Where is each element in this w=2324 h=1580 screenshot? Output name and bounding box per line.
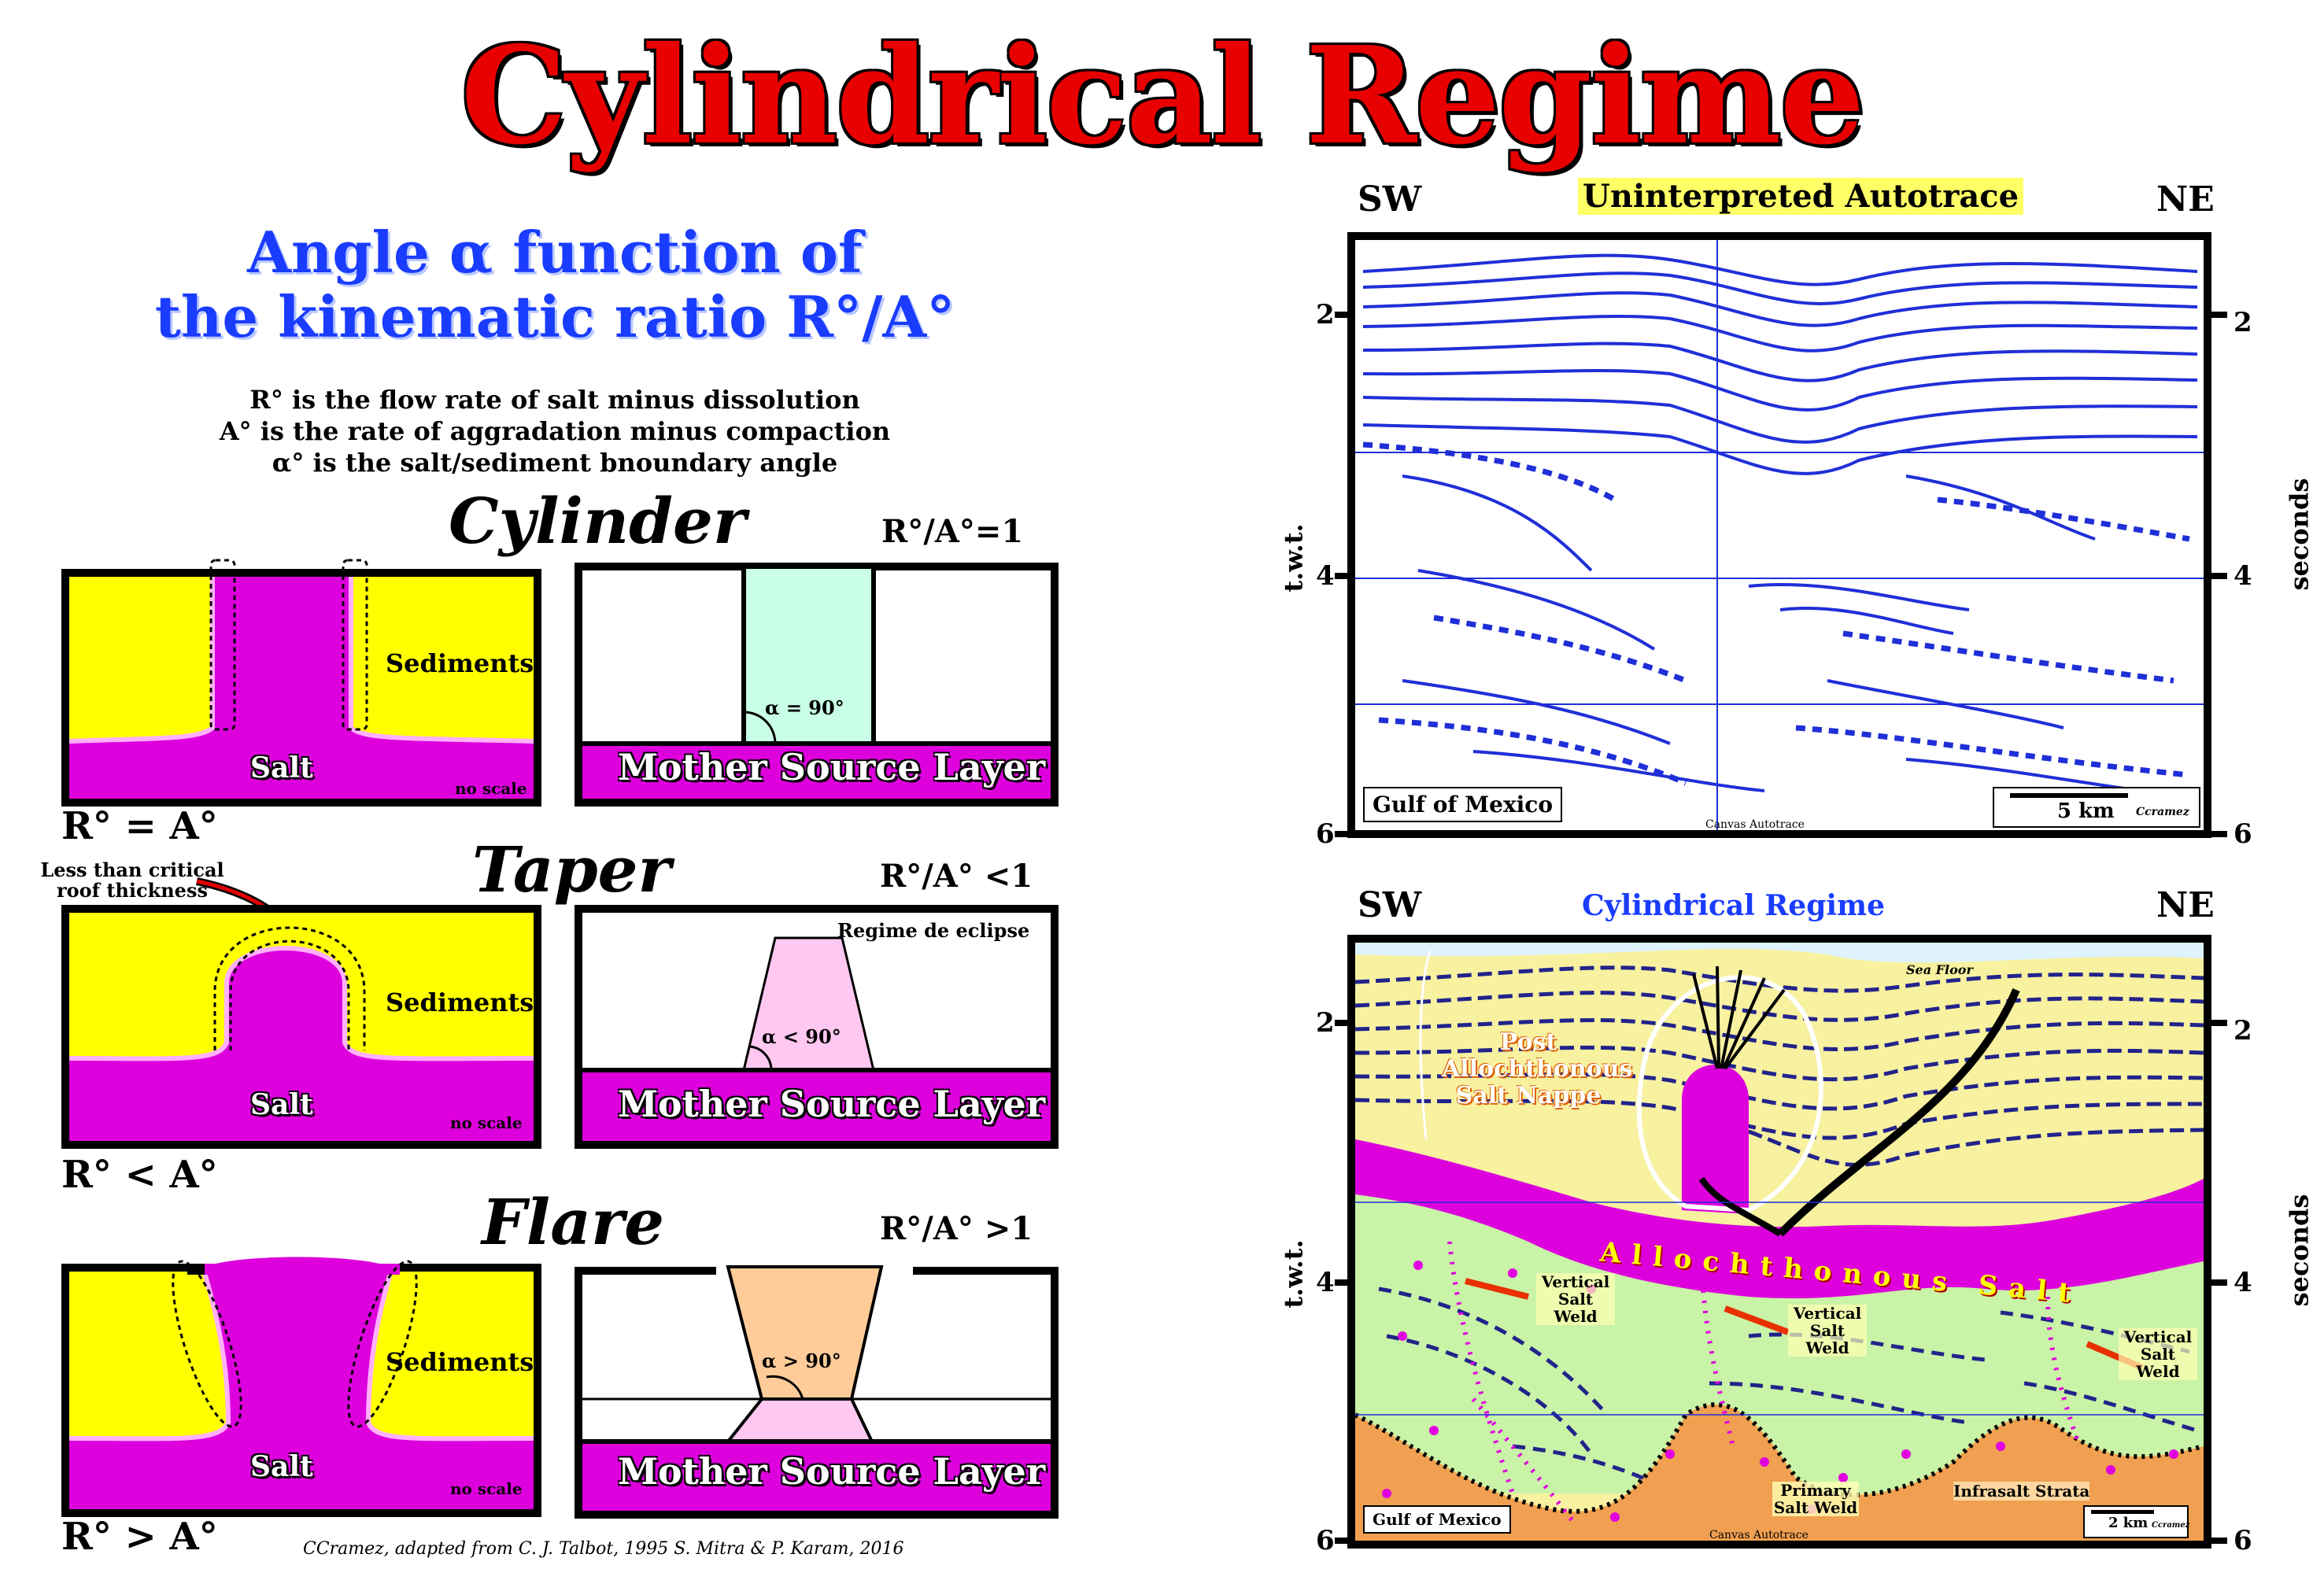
bottom-scale-bar xyxy=(2091,1510,2154,1514)
top-right-ticks xyxy=(2208,312,2227,837)
bottom-tick-4-right: 4 xyxy=(2233,1267,2252,1298)
top-panel-title: Uninterpreted Autotrace xyxy=(1578,178,2024,215)
bottom-right-ticks xyxy=(2208,1020,2227,1544)
taper-no-scale: no scale xyxy=(450,1113,523,1132)
definition-r: R° is the flow rate of salt minus dissol… xyxy=(249,385,860,415)
top-y-label-left: t.w.t. xyxy=(1278,523,1309,592)
flare-salt-label: Salt xyxy=(250,1450,313,1483)
top-tick-6-right: 6 xyxy=(2233,818,2252,850)
taper-extra-label: Regime de eclipse xyxy=(837,919,1030,942)
regime-flare-heading: Flare xyxy=(482,1185,665,1259)
taper-mother-source: Mother Source Layer xyxy=(618,1083,1046,1125)
taper-schematic xyxy=(575,905,1059,1149)
top-left-ticks xyxy=(1335,312,1354,837)
bottom-tick-6-left: 6 xyxy=(1316,1525,1335,1556)
bottom-tick-2-right: 2 xyxy=(2233,1015,2252,1047)
bottom-scale-label: 2 km xyxy=(2108,1515,2148,1531)
regime-taper-heading: Taper xyxy=(472,832,671,906)
bottom-tick-6-right: 6 xyxy=(2233,1525,2252,1556)
infrasalt-label: Infrasalt Strata xyxy=(1953,1482,2090,1501)
primary-weld-label: Primary Salt Weld xyxy=(1772,1481,1859,1517)
definition-a: A° is the rate of aggradation minus comp… xyxy=(219,416,891,446)
top-tick-4-right: 4 xyxy=(2233,560,2252,592)
bottom-scale-credit: Ccramez xyxy=(2152,1521,2190,1530)
bottom-ne-label: NE xyxy=(2156,885,2215,925)
weld-label-3: Vertical Salt Weld xyxy=(2119,1328,2197,1380)
bottom-sw-label: SW xyxy=(1358,885,1422,925)
top-seismic-image xyxy=(1355,240,2204,830)
bottom-left-ticks xyxy=(1335,1020,1354,1544)
flare-schematic xyxy=(575,1259,1059,1519)
regime-taper-ratio: R°/A° <1 xyxy=(880,858,1033,895)
flare-no-scale: no scale xyxy=(450,1479,523,1498)
taper-sediments-label: Sediments xyxy=(386,988,534,1017)
top-ne-label: NE xyxy=(2156,179,2215,220)
bottom-location-box: Gulf of Mexico xyxy=(1363,1505,1511,1534)
credit: CCramez, adapted from C. J. Talbot, 1995… xyxy=(303,1539,904,1559)
subtitle-line-1: Angle α function of xyxy=(247,219,863,286)
taper-callout: Less than critical roof thickness xyxy=(40,858,224,902)
definition-alpha: α° is the salt/sediment bnoundary angle xyxy=(272,448,838,478)
taper-sketch xyxy=(61,905,541,1149)
bottom-scale-box: 2 km Ccramez xyxy=(2083,1505,2189,1538)
top-location-box: Gulf of Mexico xyxy=(1363,787,1563,822)
flare-sediments-label: Sediments xyxy=(386,1347,534,1377)
cylinder-angle: α = 90° xyxy=(765,696,844,719)
bottom-panel-title: Cylindrical Regime xyxy=(1582,889,1886,922)
definitions: R° is the flow rate of salt minus dissol… xyxy=(150,384,960,478)
bottom-y-label-left: t.w.t. xyxy=(1278,1239,1309,1309)
bottom-tick-4-left: 4 xyxy=(1316,1267,1335,1298)
top-scale-box: 5 km Ccramez xyxy=(1993,787,2200,828)
top-tick-6-left: 6 xyxy=(1316,818,1335,850)
bottom-footer: Canvas Autotrace xyxy=(1709,1529,1809,1541)
top-sw-label: SW xyxy=(1358,179,1422,220)
taper-angle: α < 90° xyxy=(762,1025,841,1048)
subtitle-line-2: the kinematic ratio R°/A° xyxy=(154,283,955,350)
bottom-tick-2-left: 2 xyxy=(1316,1007,1335,1039)
top-scale-credit: Ccramez xyxy=(2136,806,2189,818)
sea-floor-label: Sea Floor xyxy=(1906,962,1973,977)
flare-relation: R° > A° xyxy=(61,1515,218,1559)
cylinder-mother-source: Mother Source Layer xyxy=(618,746,1046,788)
top-tick-2-left: 2 xyxy=(1316,299,1335,330)
flare-mother-source: Mother Source Layer xyxy=(618,1450,1046,1493)
taper-relation: R° < A° xyxy=(61,1153,218,1197)
cylinder-salt-label: Salt xyxy=(250,751,313,784)
top-tick-4-left: 4 xyxy=(1316,560,1335,592)
flare-sketch xyxy=(61,1257,541,1517)
top-scale-label: 5 km xyxy=(2057,799,2115,823)
taper-salt-label: Salt xyxy=(250,1088,313,1121)
post-nappe-label: Post Allochthonous Salt Nappe xyxy=(1442,1028,1633,1109)
cylinder-no-scale: no scale xyxy=(455,779,527,798)
bottom-seismic-image xyxy=(1355,943,2204,1541)
weld-label-1: Vertical Salt Weld xyxy=(1536,1273,1615,1325)
bottom-y-label-right: seconds xyxy=(2284,1194,2315,1307)
top-scale-bar xyxy=(2010,793,2128,798)
bottom-seismic-panel: Sea Floor Post Allochthonous Salt Nappe … xyxy=(1347,935,2211,1549)
regime-cylinder-ratio: R°/A°=1 xyxy=(881,513,1024,550)
regime-cylinder-heading: Cylinder xyxy=(449,484,747,558)
weld-label-2: Vertical Salt Weld xyxy=(1788,1305,1867,1357)
cylinder-sketch xyxy=(61,559,541,807)
flare-angle: α > 90° xyxy=(762,1349,841,1372)
cylinder-schematic xyxy=(575,563,1059,807)
cylinder-relation: R° = A° xyxy=(61,804,218,848)
page-title: Cylindrical Regime xyxy=(460,17,1864,175)
top-footer: Canvas Autotrace xyxy=(1705,818,1805,831)
subtitle: Angle α function of the kinematic ratio … xyxy=(150,220,960,349)
regime-flare-ratio: R°/A° >1 xyxy=(880,1210,1033,1247)
top-y-label-right: seconds xyxy=(2284,478,2315,591)
cylinder-sediments-label: Sediments xyxy=(386,648,534,678)
top-tick-2-right: 2 xyxy=(2233,307,2252,338)
top-seismic-panel: Gulf of Mexico 5 km Ccramez Canvas Autot… xyxy=(1347,232,2211,838)
